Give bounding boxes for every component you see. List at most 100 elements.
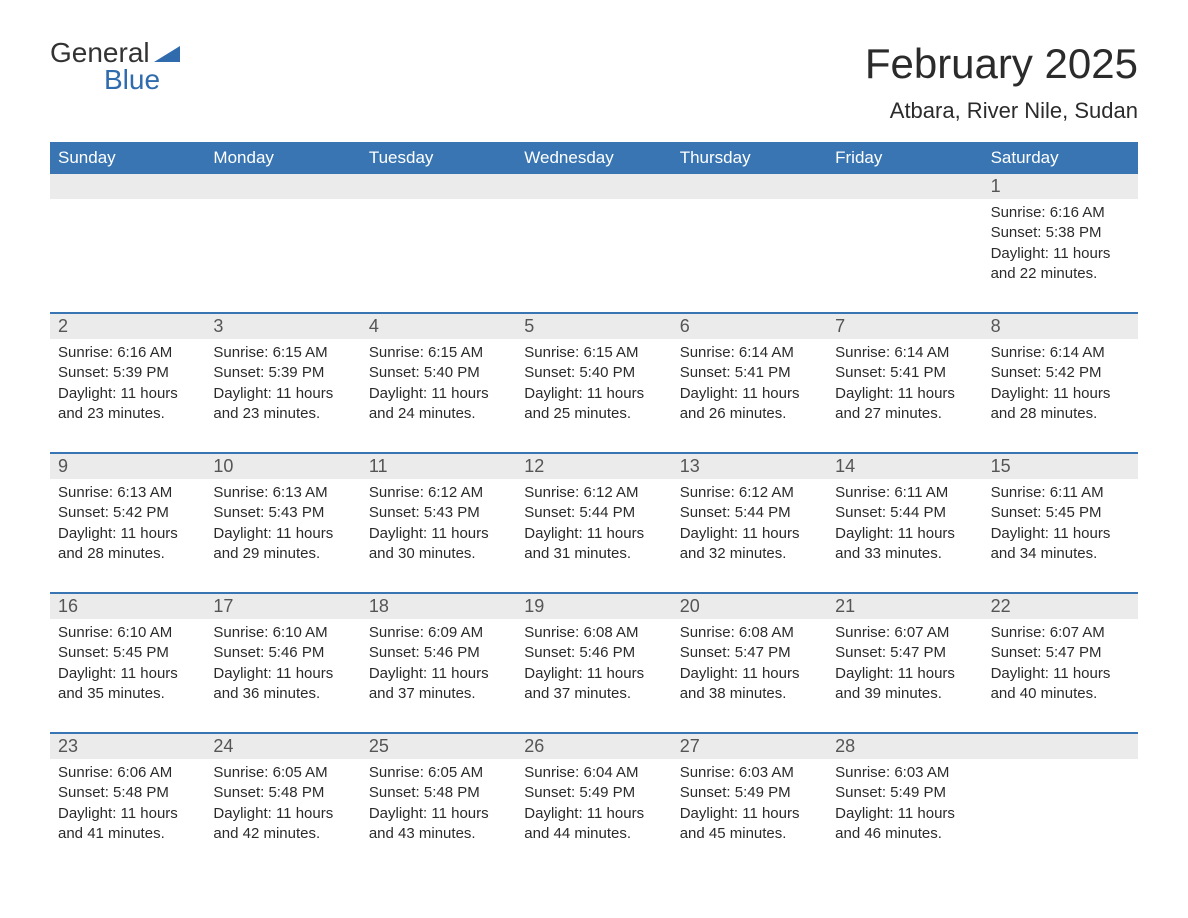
day-number-row: 16171819202122 xyxy=(50,594,1138,619)
day-cell: Sunrise: 6:16 AMSunset: 5:39 PMDaylight:… xyxy=(50,339,205,424)
daylight-line: Daylight: 11 hours and 34 minutes. xyxy=(991,524,1130,565)
weekday-header-row: SundayMondayTuesdayWednesdayThursdayFrid… xyxy=(50,142,1138,174)
day-cell: Sunrise: 6:10 AMSunset: 5:46 PMDaylight:… xyxy=(205,619,360,704)
day-number: 12 xyxy=(516,454,671,479)
logo-text-top: General xyxy=(50,40,150,67)
day-number-row: 2345678 xyxy=(50,314,1138,339)
day-number: 21 xyxy=(827,594,982,619)
sunrise-line: Sunrise: 6:11 AM xyxy=(835,483,974,503)
day-number: 20 xyxy=(672,594,827,619)
day-cell xyxy=(361,199,516,284)
sunrise-line: Sunrise: 6:16 AM xyxy=(58,343,197,363)
daylight-line: Daylight: 11 hours and 41 minutes. xyxy=(58,804,197,845)
sunset-line: Sunset: 5:46 PM xyxy=(213,643,352,663)
day-cell: Sunrise: 6:14 AMSunset: 5:41 PMDaylight:… xyxy=(827,339,982,424)
daylight-line: Daylight: 11 hours and 44 minutes. xyxy=(524,804,663,845)
daylight-line: Daylight: 11 hours and 28 minutes. xyxy=(991,384,1130,425)
day-number: 5 xyxy=(516,314,671,339)
weekday-header: Wednesday xyxy=(516,142,671,174)
page-title: February 2025 xyxy=(865,40,1138,88)
day-cell: Sunrise: 6:13 AMSunset: 5:43 PMDaylight:… xyxy=(205,479,360,564)
sunrise-line: Sunrise: 6:14 AM xyxy=(680,343,819,363)
sunset-line: Sunset: 5:49 PM xyxy=(835,783,974,803)
day-number xyxy=(672,174,827,199)
day-cell: Sunrise: 6:15 AMSunset: 5:40 PMDaylight:… xyxy=(361,339,516,424)
day-cell: Sunrise: 6:14 AMSunset: 5:41 PMDaylight:… xyxy=(672,339,827,424)
day-cell: Sunrise: 6:15 AMSunset: 5:40 PMDaylight:… xyxy=(516,339,671,424)
daylight-line: Daylight: 11 hours and 30 minutes. xyxy=(369,524,508,565)
day-number: 9 xyxy=(50,454,205,479)
daylight-line: Daylight: 11 hours and 26 minutes. xyxy=(680,384,819,425)
daylight-line: Daylight: 11 hours and 23 minutes. xyxy=(58,384,197,425)
day-cell: Sunrise: 6:08 AMSunset: 5:47 PMDaylight:… xyxy=(672,619,827,704)
sunset-line: Sunset: 5:47 PM xyxy=(991,643,1130,663)
sunset-line: Sunset: 5:45 PM xyxy=(58,643,197,663)
sunrise-line: Sunrise: 6:12 AM xyxy=(369,483,508,503)
sunrise-line: Sunrise: 6:08 AM xyxy=(680,623,819,643)
sunset-line: Sunset: 5:42 PM xyxy=(991,363,1130,383)
day-cell: Sunrise: 6:12 AMSunset: 5:44 PMDaylight:… xyxy=(516,479,671,564)
day-number: 25 xyxy=(361,734,516,759)
day-number: 2 xyxy=(50,314,205,339)
sunset-line: Sunset: 5:48 PM xyxy=(58,783,197,803)
day-cell: Sunrise: 6:05 AMSunset: 5:48 PMDaylight:… xyxy=(361,759,516,844)
day-number: 13 xyxy=(672,454,827,479)
weekday-header: Saturday xyxy=(983,142,1138,174)
day-cell: Sunrise: 6:16 AMSunset: 5:38 PMDaylight:… xyxy=(983,199,1138,284)
daylight-line: Daylight: 11 hours and 32 minutes. xyxy=(680,524,819,565)
day-cell: Sunrise: 6:07 AMSunset: 5:47 PMDaylight:… xyxy=(983,619,1138,704)
sunset-line: Sunset: 5:39 PM xyxy=(213,363,352,383)
sunrise-line: Sunrise: 6:03 AM xyxy=(680,763,819,783)
day-cell: Sunrise: 6:15 AMSunset: 5:39 PMDaylight:… xyxy=(205,339,360,424)
sunrise-line: Sunrise: 6:14 AM xyxy=(991,343,1130,363)
day-number: 6 xyxy=(672,314,827,339)
day-number: 23 xyxy=(50,734,205,759)
sunrise-line: Sunrise: 6:14 AM xyxy=(835,343,974,363)
day-cell: Sunrise: 6:03 AMSunset: 5:49 PMDaylight:… xyxy=(827,759,982,844)
sunrise-line: Sunrise: 6:12 AM xyxy=(524,483,663,503)
sunset-line: Sunset: 5:39 PM xyxy=(58,363,197,383)
header: General Blue February 2025 Atbara, River… xyxy=(50,40,1138,124)
sunset-line: Sunset: 5:44 PM xyxy=(680,503,819,523)
day-number: 28 xyxy=(827,734,982,759)
daylight-line: Daylight: 11 hours and 31 minutes. xyxy=(524,524,663,565)
day-cell: Sunrise: 6:11 AMSunset: 5:44 PMDaylight:… xyxy=(827,479,982,564)
sunset-line: Sunset: 5:46 PM xyxy=(369,643,508,663)
day-cell: Sunrise: 6:03 AMSunset: 5:49 PMDaylight:… xyxy=(672,759,827,844)
weekday-header: Monday xyxy=(205,142,360,174)
day-cell xyxy=(983,759,1138,844)
sunset-line: Sunset: 5:44 PM xyxy=(524,503,663,523)
daylight-line: Daylight: 11 hours and 35 minutes. xyxy=(58,664,197,705)
day-number: 26 xyxy=(516,734,671,759)
sunset-line: Sunset: 5:43 PM xyxy=(213,503,352,523)
day-cell: Sunrise: 6:07 AMSunset: 5:47 PMDaylight:… xyxy=(827,619,982,704)
day-cell: Sunrise: 6:04 AMSunset: 5:49 PMDaylight:… xyxy=(516,759,671,844)
sunrise-line: Sunrise: 6:15 AM xyxy=(524,343,663,363)
sunrise-line: Sunrise: 6:11 AM xyxy=(991,483,1130,503)
daylight-line: Daylight: 11 hours and 45 minutes. xyxy=(680,804,819,845)
day-number: 4 xyxy=(361,314,516,339)
day-number: 11 xyxy=(361,454,516,479)
sunrise-line: Sunrise: 6:13 AM xyxy=(213,483,352,503)
daylight-line: Daylight: 11 hours and 37 minutes. xyxy=(369,664,508,705)
day-number xyxy=(983,734,1138,759)
day-number: 14 xyxy=(827,454,982,479)
sunrise-line: Sunrise: 6:09 AM xyxy=(369,623,508,643)
day-number: 22 xyxy=(983,594,1138,619)
sunset-line: Sunset: 5:42 PM xyxy=(58,503,197,523)
daylight-line: Daylight: 11 hours and 42 minutes. xyxy=(213,804,352,845)
sunrise-line: Sunrise: 6:07 AM xyxy=(991,623,1130,643)
day-number: 27 xyxy=(672,734,827,759)
day-number: 24 xyxy=(205,734,360,759)
daylight-line: Daylight: 11 hours and 22 minutes. xyxy=(991,244,1130,285)
day-number: 7 xyxy=(827,314,982,339)
day-number: 3 xyxy=(205,314,360,339)
weekday-header: Sunday xyxy=(50,142,205,174)
day-cell: Sunrise: 6:08 AMSunset: 5:46 PMDaylight:… xyxy=(516,619,671,704)
day-number xyxy=(361,174,516,199)
sunset-line: Sunset: 5:49 PM xyxy=(524,783,663,803)
logo: General Blue xyxy=(50,40,180,93)
sunrise-line: Sunrise: 6:05 AM xyxy=(213,763,352,783)
day-cell xyxy=(50,199,205,284)
daylight-line: Daylight: 11 hours and 37 minutes. xyxy=(524,664,663,705)
